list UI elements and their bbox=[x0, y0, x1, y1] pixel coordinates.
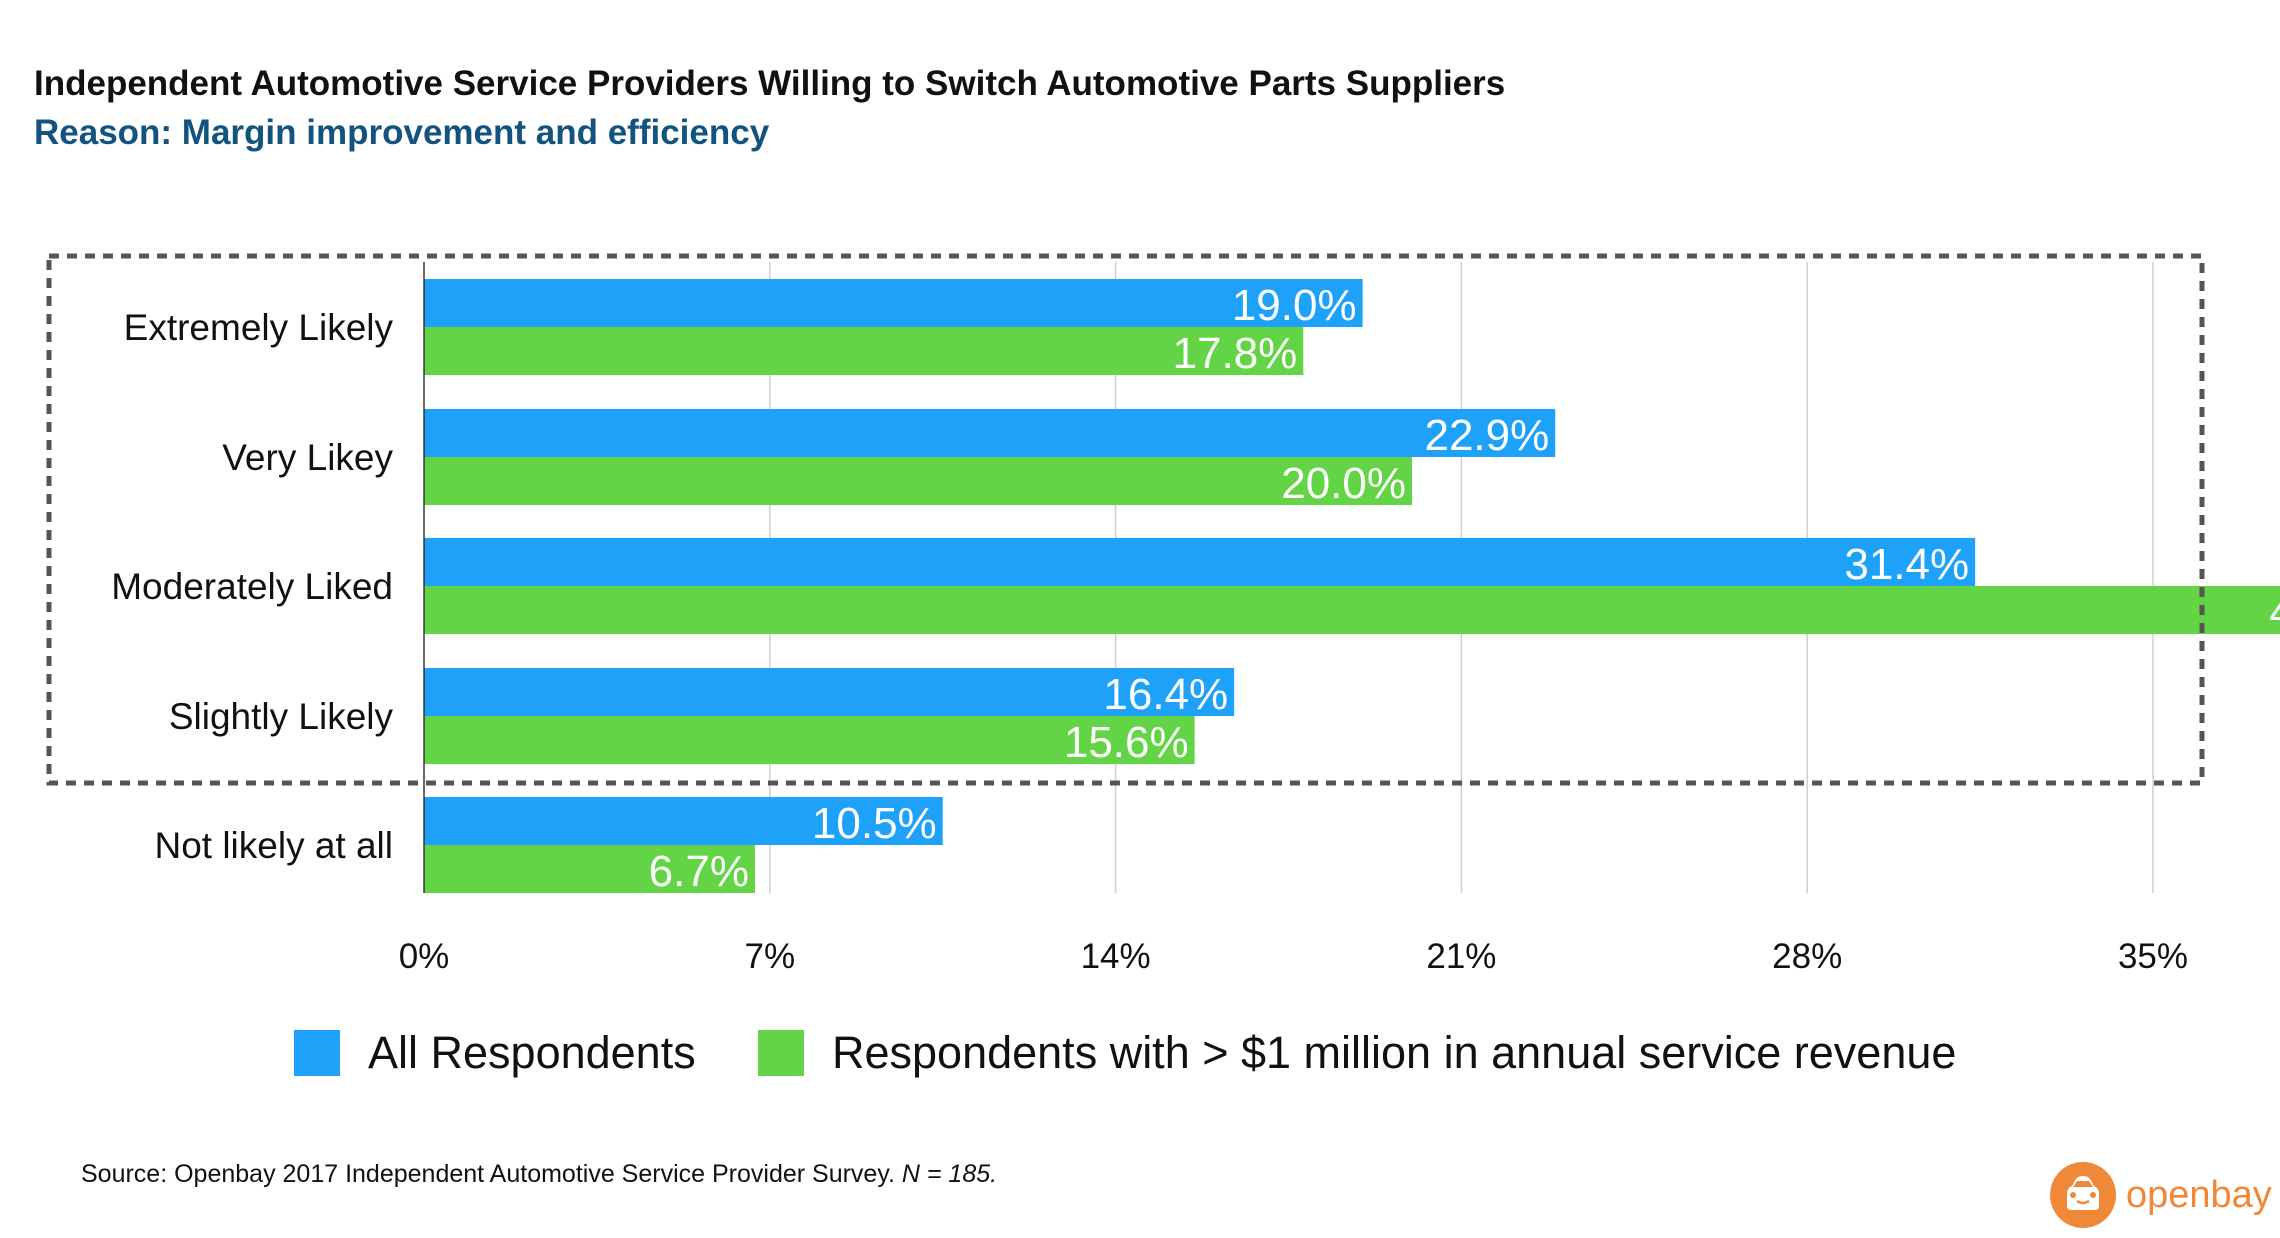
category-label: Moderately Liked bbox=[111, 566, 393, 607]
highlight-box bbox=[46, 253, 2205, 786]
bar bbox=[424, 279, 1363, 327]
bar bbox=[424, 668, 1235, 716]
data-label: 40.0% bbox=[2269, 588, 2280, 637]
x-tick-label: 28% bbox=[1772, 937, 1842, 976]
data-label: 16.4% bbox=[1103, 670, 1228, 719]
bar bbox=[424, 538, 1976, 586]
x-tick-label: 21% bbox=[1426, 937, 1496, 976]
category-label: Slightly Likely bbox=[169, 696, 394, 737]
sample-size: N = 185. bbox=[901, 1160, 998, 1188]
openbay-logo: openbay bbox=[2050, 1162, 2272, 1228]
data-label: 19.0% bbox=[1232, 281, 1357, 330]
chart-title: Independent Automotive Service Providers… bbox=[34, 64, 1506, 103]
logo-text: openbay bbox=[2126, 1173, 2272, 1216]
data-label: 15.6% bbox=[1064, 718, 1189, 767]
category-label: Very Likey bbox=[222, 437, 393, 478]
data-label: 17.8% bbox=[1173, 329, 1298, 378]
source-text: Source: Openbay 2017 Independent Automot… bbox=[81, 1160, 902, 1188]
bar bbox=[424, 457, 1412, 505]
legend-swatch-blue bbox=[294, 1030, 340, 1076]
bar bbox=[424, 716, 1195, 764]
legend-label: All Respondents bbox=[368, 1027, 696, 1078]
bar bbox=[424, 409, 1556, 457]
x-tick-label: 0% bbox=[399, 937, 450, 976]
x-tick-label: 7% bbox=[745, 937, 796, 976]
car-icon bbox=[2050, 1162, 2116, 1228]
data-label: 10.5% bbox=[812, 799, 937, 848]
bar bbox=[424, 797, 943, 845]
legend-label: Respondents with > $1 million in annual … bbox=[832, 1027, 1957, 1078]
x-tick-label: 14% bbox=[1081, 937, 1151, 976]
legend-item-all: All Respondents bbox=[294, 1027, 696, 1078]
category-label: Not likely at all bbox=[154, 825, 393, 866]
data-label: 20.0% bbox=[1281, 459, 1406, 508]
chart-subtitle: Reason: Margin improvement and efficienc… bbox=[34, 113, 770, 152]
legend-item-1m: Respondents with > $1 million in annual … bbox=[758, 1027, 1957, 1078]
data-label: 22.9% bbox=[1424, 411, 1549, 460]
legend-swatch-green bbox=[758, 1030, 804, 1076]
source-note: Source: Openbay 2017 Independent Automot… bbox=[81, 1160, 997, 1189]
x-tick-label: 35% bbox=[2118, 937, 2188, 976]
bar bbox=[424, 327, 1304, 375]
bar bbox=[424, 845, 755, 893]
bar bbox=[424, 586, 2280, 634]
data-label: 6.7% bbox=[649, 847, 749, 896]
category-label: Extremely Likely bbox=[124, 307, 394, 348]
data-label: 31.4% bbox=[1844, 540, 1969, 589]
